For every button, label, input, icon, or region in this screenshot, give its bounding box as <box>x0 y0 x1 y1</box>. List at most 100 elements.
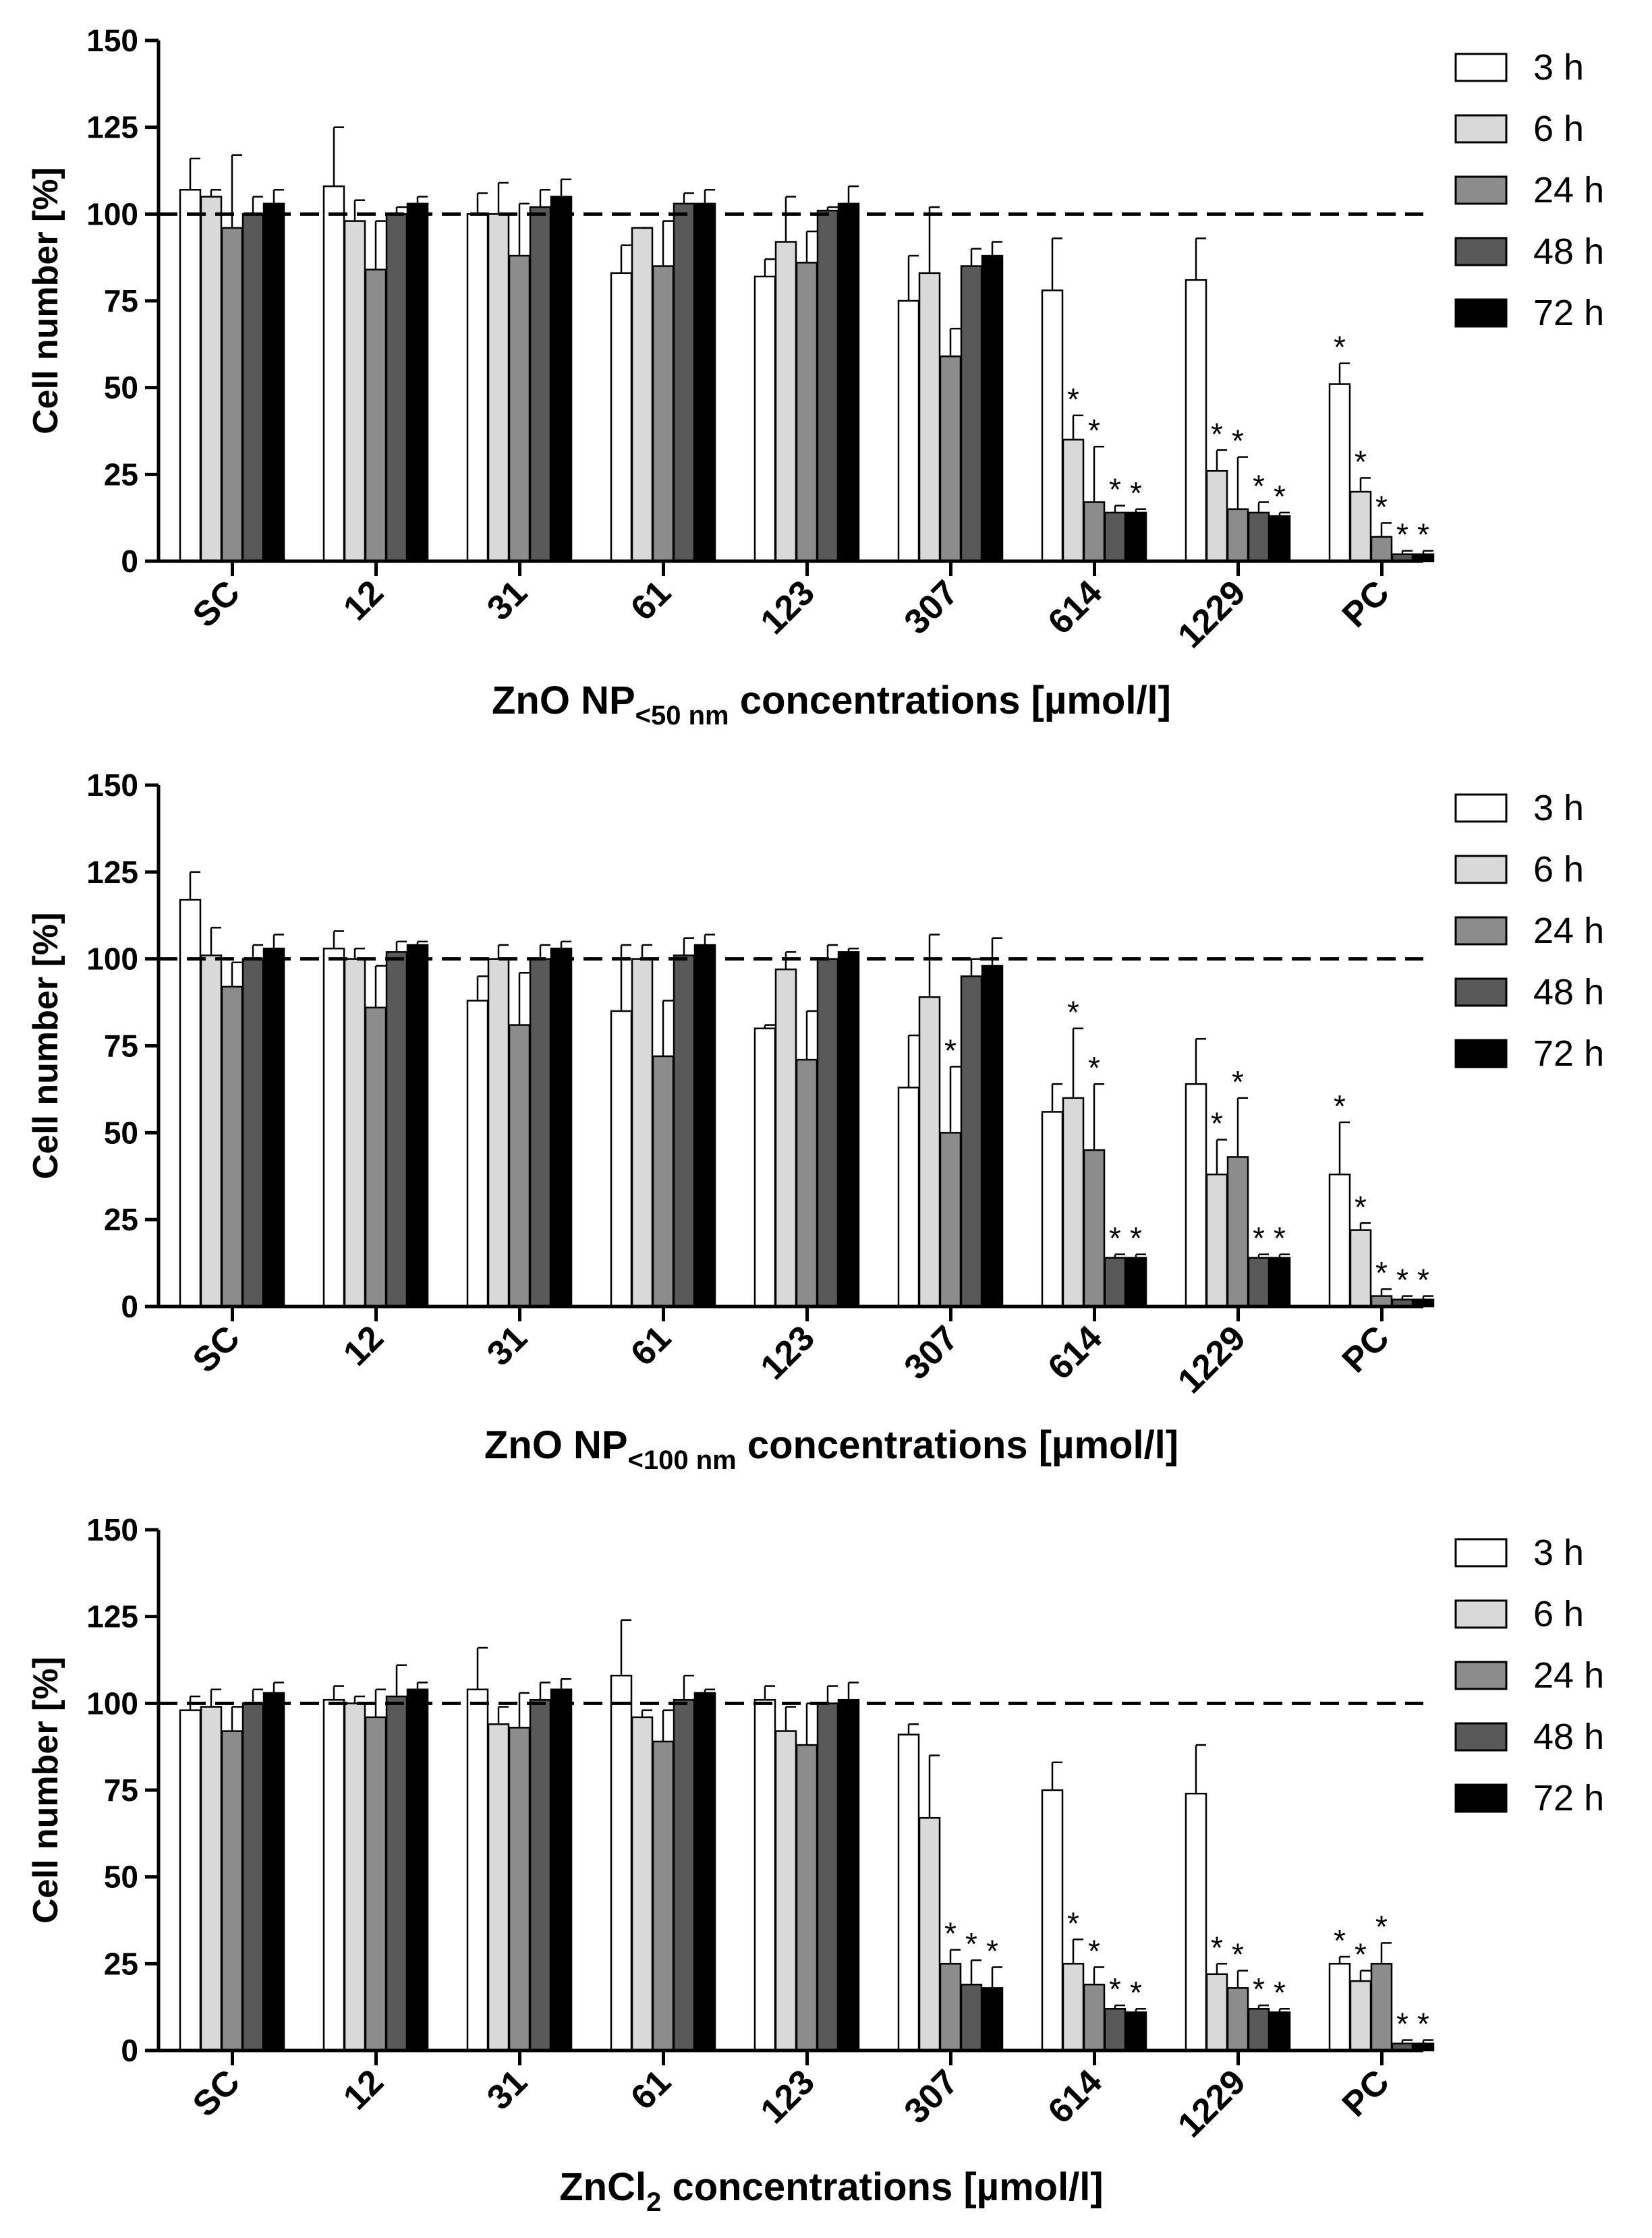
x-tick-label: 1229 <box>1170 2062 1253 2145</box>
bar-3h <box>897 1733 920 2052</box>
bar-48h <box>1104 2007 1127 2052</box>
bar-72h <box>1268 515 1291 563</box>
bar-48h <box>673 954 695 1308</box>
bar-24h <box>364 1716 387 2052</box>
x-tick-label: 31 <box>480 1318 535 1373</box>
bar-72h <box>837 951 860 1308</box>
legend-label: 48 h <box>1533 231 1604 272</box>
bar-48h <box>673 202 695 563</box>
legend-label: 48 h <box>1533 972 1604 1012</box>
bar-6h <box>200 1706 223 2052</box>
y-tick-label: 25 <box>104 457 138 492</box>
bar-6h <box>1062 1963 1085 2052</box>
bar-3h <box>1328 383 1351 563</box>
x-axis-label-main: ZnCl <box>559 2165 646 2209</box>
significance-star: * <box>965 1926 977 1961</box>
bar-48h <box>241 958 264 1308</box>
bar-6h <box>1349 1980 1372 2052</box>
legend-swatch-24h <box>1454 916 1508 946</box>
bar-3h <box>1328 1963 1351 2052</box>
legend-label: 72 h <box>1533 293 1604 333</box>
y-tick-label: 125 <box>86 1599 138 1634</box>
x-tick-label: 614 <box>1041 573 1110 641</box>
x-tick-label: 307 <box>897 573 966 641</box>
legend-swatch-3h <box>1454 53 1508 82</box>
legend-swatch-6h <box>1454 114 1508 144</box>
bar-72h <box>1124 511 1147 563</box>
bar-72h <box>1268 1257 1291 1308</box>
legend-label: 3 h <box>1533 1532 1584 1573</box>
bar-72h <box>406 1688 429 2052</box>
significance-star: * <box>1274 1221 1286 1256</box>
bar-72h <box>981 254 1004 563</box>
bar-24h <box>1370 1963 1393 2052</box>
bar-72h <box>550 947 573 1308</box>
bar-24h <box>221 1730 244 2052</box>
x-tick-label: 61 <box>623 2062 679 2117</box>
bar-3h <box>466 1000 489 1308</box>
x-axis-label: ZnO NP<50 nm concentrations [µmol/l] <box>492 679 1171 730</box>
bar-6h <box>343 958 366 1308</box>
bar-72h <box>406 944 429 1308</box>
significance-star: * <box>1232 424 1244 459</box>
bar-6h <box>1062 438 1085 563</box>
bar-48h <box>1247 2007 1270 2052</box>
bar-24h <box>508 1727 531 2052</box>
chart-panel-1: 0 25 50 75 100 125 150 Cell number [%] SC 12 31 61 1… <box>26 23 1604 730</box>
bar-6h <box>1062 1097 1085 1308</box>
bar-6h <box>1205 1173 1228 1308</box>
significance-star: * <box>1355 444 1367 479</box>
x-axis-label-rest: concentrations [µmol/l] <box>661 2165 1103 2209</box>
y-tick-label: 50 <box>104 1860 138 1895</box>
x-tick-label: 1229 <box>1170 1318 1253 1401</box>
significance-star: * <box>1355 1189 1367 1224</box>
x-tick-label: 614 <box>1041 1318 1110 1387</box>
legend-label: 6 h <box>1533 849 1584 890</box>
legend-label: 72 h <box>1533 1778 1604 1818</box>
bar-24h <box>364 1006 387 1308</box>
bar-3h <box>179 1709 202 2052</box>
y-axis-label: Cell number [%] <box>26 167 65 434</box>
bar-3h <box>610 1010 633 1308</box>
bar-6h <box>343 1702 366 2052</box>
bar-24h <box>364 268 387 563</box>
legend-label: 3 h <box>1533 47 1584 88</box>
x-tick-label: 123 <box>753 573 822 641</box>
bar-24h <box>1226 1987 1249 2052</box>
legend: 3 h 6 h 24 h 48 h 72 h <box>1454 788 1604 1074</box>
bar-48h <box>385 1695 408 2052</box>
bar-3h <box>753 1698 776 2052</box>
bar-48h <box>385 213 408 563</box>
significance-star: * <box>1109 1972 1121 2007</box>
bar-3h <box>1185 1083 1207 1308</box>
legend: 3 h 6 h 24 h 48 h 72 h <box>1454 1532 1604 1818</box>
significance-star: * <box>1232 1937 1244 1972</box>
x-axis-label: ZnCl2 concentrations [µmol/l] <box>559 2165 1103 2217</box>
bar-24h <box>1083 1983 1106 2052</box>
significance-star: * <box>986 1933 998 1968</box>
bar-24h <box>1083 501 1106 563</box>
bar-3h <box>897 299 920 563</box>
bar-72h <box>693 1692 716 2052</box>
chart-panel-2: 0 25 50 75 100 125 150 Cell number [%] SC 12 31 61 1… <box>26 768 1604 1475</box>
bar-3h <box>1041 1111 1064 1308</box>
x-tick-label: PC <box>1335 2062 1397 2124</box>
y-tick-label: 0 <box>121 544 138 579</box>
significance-star: * <box>1109 472 1121 507</box>
bar-3h <box>466 1688 489 2052</box>
legend-label: 72 h <box>1533 1033 1604 1074</box>
legend-label: 3 h <box>1533 788 1584 828</box>
significance-star: * <box>1253 1221 1265 1256</box>
x-tick-label: PC <box>1335 573 1397 635</box>
significance-star: * <box>1417 517 1429 552</box>
bar-24h <box>1370 536 1393 563</box>
bar-3h <box>753 275 776 563</box>
bar-6h <box>631 1716 654 2052</box>
legend-swatch-24h <box>1454 175 1508 205</box>
significance-star: * <box>1375 1909 1388 1944</box>
bar-72h <box>262 1692 285 2052</box>
x-axis-label-rest: concentrations [µmol/l] <box>737 1423 1178 1467</box>
x-tick-label: 61 <box>623 1318 679 1373</box>
bar-72h <box>837 202 860 563</box>
y-tick-label: 75 <box>104 1029 138 1064</box>
